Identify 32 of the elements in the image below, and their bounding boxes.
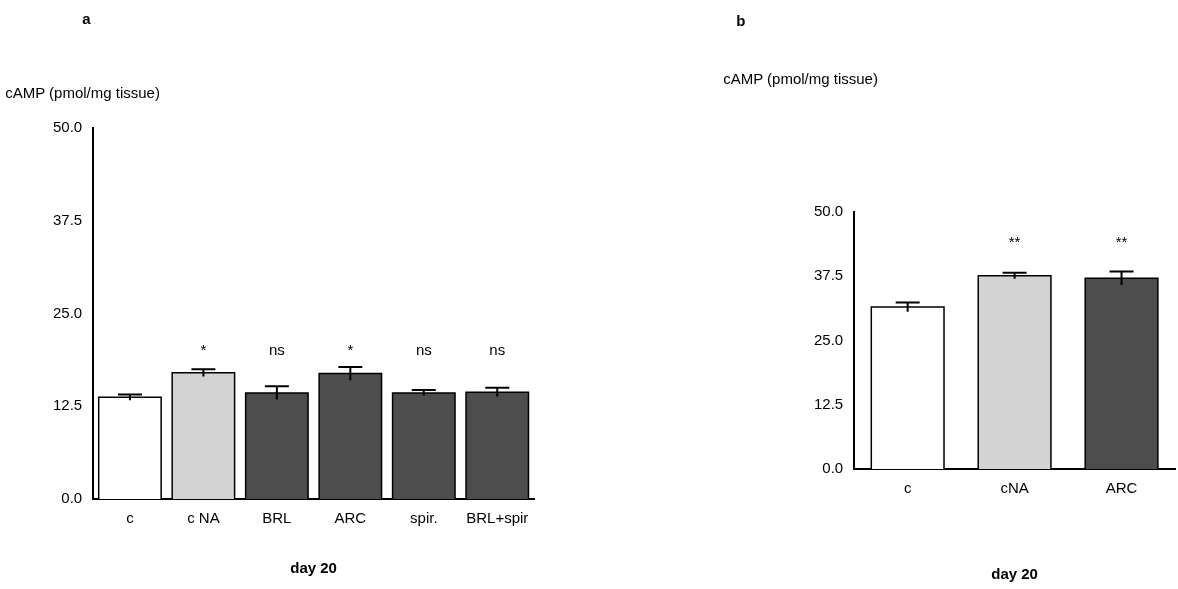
y-axis-title: cAMP (pmol/mg tissue) — [723, 70, 878, 88]
x-tick-label: BRL — [262, 509, 292, 527]
y-tick-label: 50.0 — [813, 202, 844, 220]
x-tick-label: cNA — [1000, 479, 1029, 497]
chart-title: b — [736, 12, 746, 30]
chart-title: a — [82, 10, 92, 28]
annotation: ns — [415, 340, 432, 358]
y-axis-title: cAMP (pmol/mg tissue) — [5, 84, 160, 102]
y-tick-label: 12.5 — [52, 396, 83, 414]
y-tick-label: 0.0 — [61, 489, 83, 507]
annotation: * — [200, 340, 207, 358]
x-tick-label: ARC — [334, 509, 367, 527]
x-axis-title: day 20 — [991, 565, 1038, 583]
annotation: ns — [489, 340, 506, 358]
annotation: ** — [1115, 232, 1128, 250]
annotation: ns — [268, 340, 285, 358]
x-tick-label: c — [126, 509, 135, 527]
y-tick-label: 37.5 — [813, 266, 844, 284]
x-tick-label: BRL+spir — [466, 509, 529, 527]
annotation: ** — [1008, 232, 1021, 250]
x-tick-label: spir. — [410, 509, 438, 527]
x-tick-label: c NA — [187, 509, 220, 527]
annotation: * — [347, 340, 354, 358]
y-tick-label: 37.5 — [52, 210, 83, 228]
y-tick-label: 50.0 — [52, 118, 83, 136]
x-axis-title: day 20 — [290, 559, 337, 577]
x-tick-label: c — [903, 479, 912, 497]
y-tick-label: 0.0 — [822, 459, 844, 477]
y-tick-label: 25.0 — [52, 303, 83, 321]
y-tick-label: 25.0 — [813, 330, 844, 348]
y-tick-label: 12.5 — [813, 394, 844, 412]
x-tick-label: ARC — [1105, 479, 1138, 497]
